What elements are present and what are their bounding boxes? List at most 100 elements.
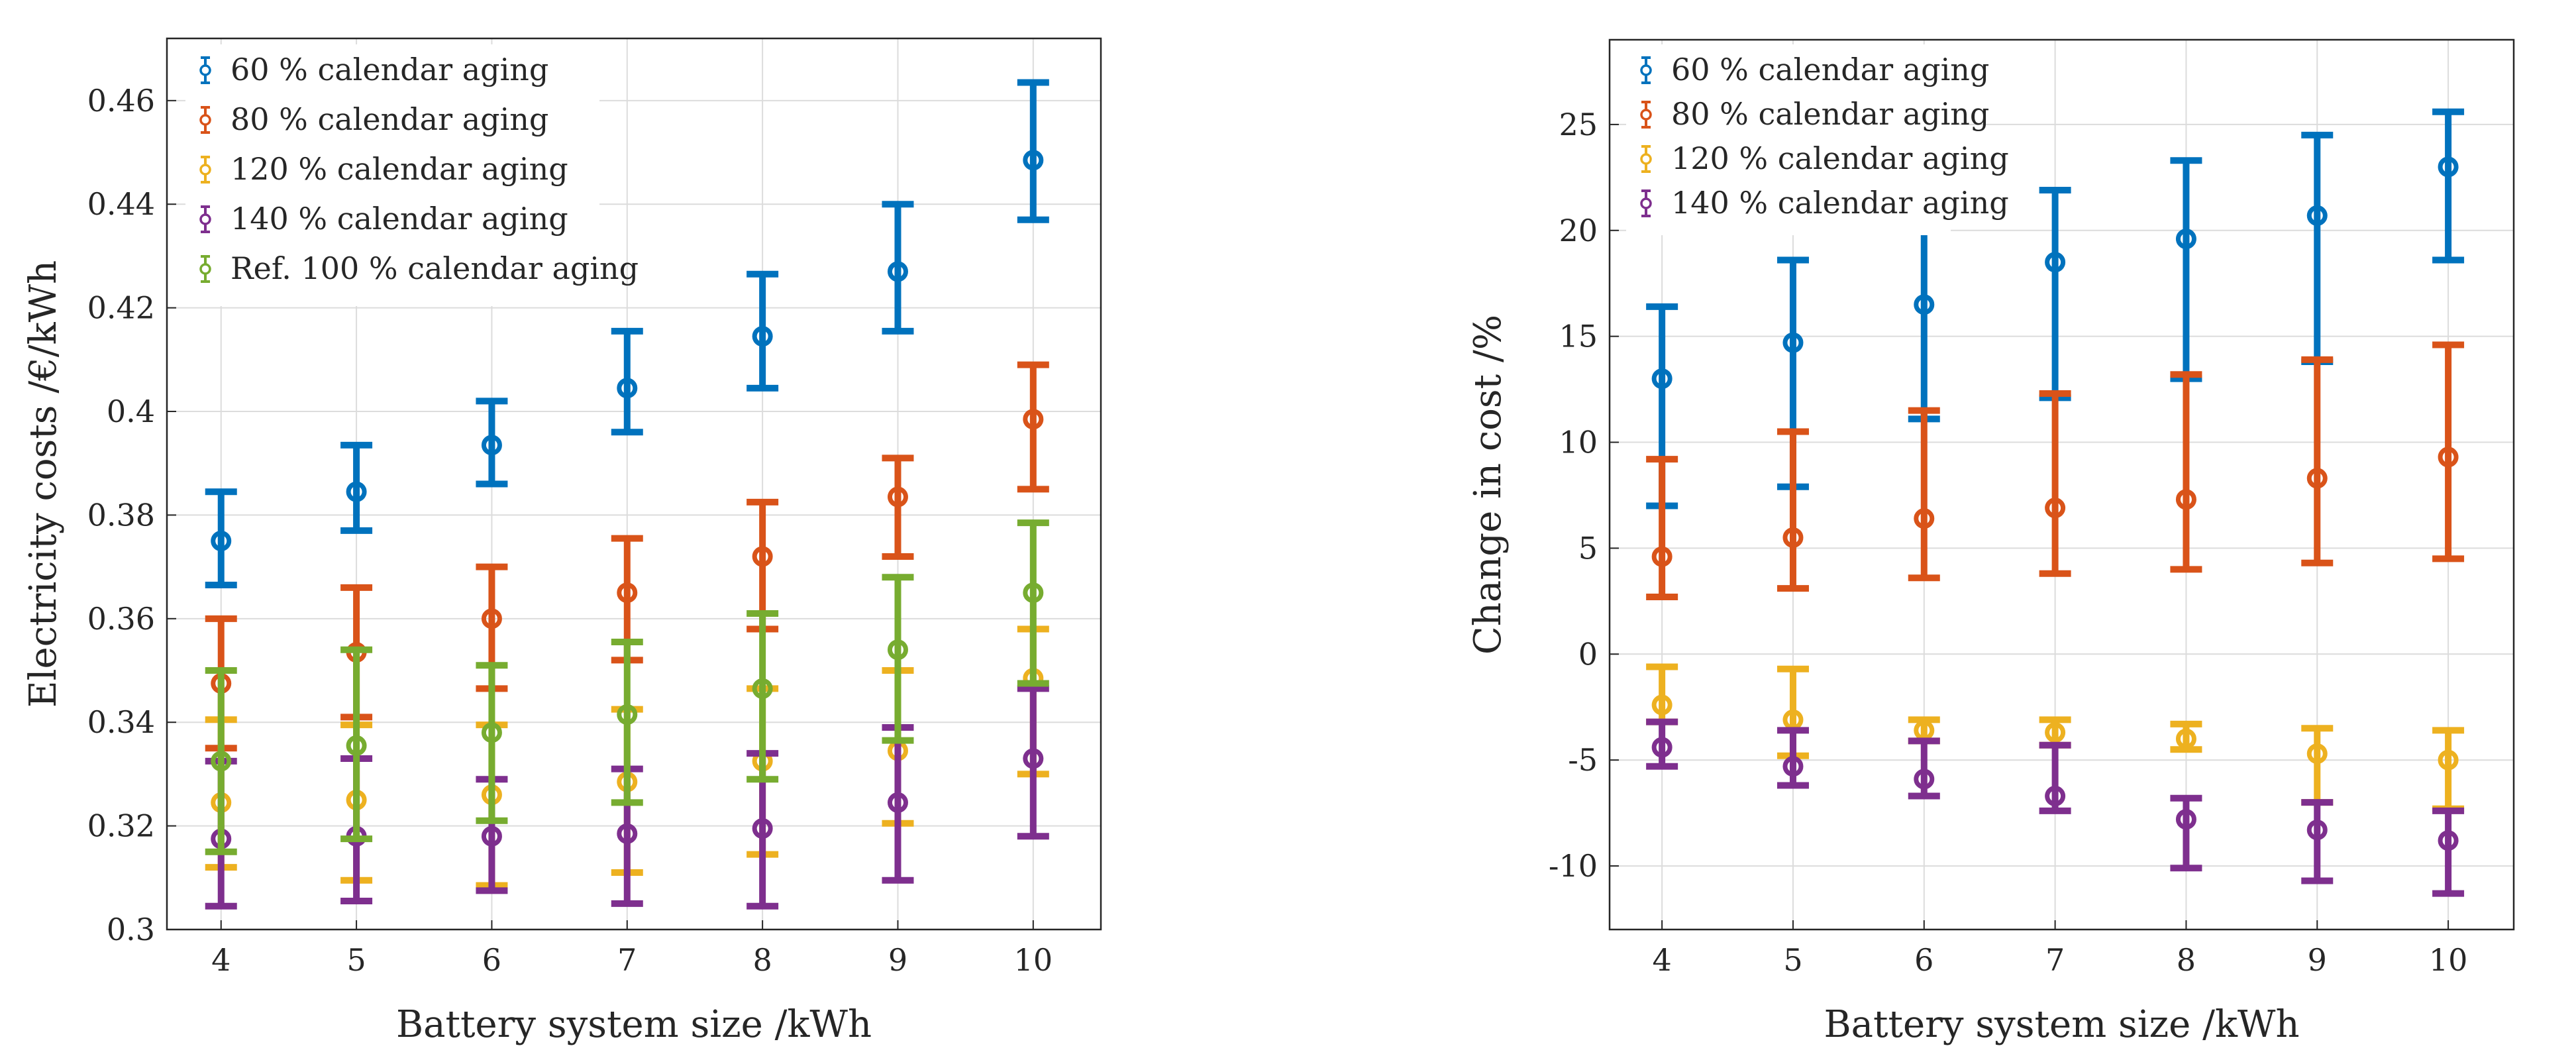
data-point (2306, 820, 2328, 841)
legend-label: 80 % calendar aging (231, 101, 548, 137)
data-point (481, 435, 502, 456)
legend-label: 140 % calendar aging (1671, 185, 2009, 221)
data-point (2438, 830, 2459, 851)
y-tick-label: 10 (1559, 425, 1598, 460)
data-point (1914, 769, 1935, 790)
chart-1: 4 5 6 7 8 9 10 0.3 0.32 0.34 0.36 0.38 0.4 0.42 0.44 0.… (22, 37, 1102, 1046)
data-point (887, 261, 908, 282)
legend-label: 140 % calendar aging (231, 201, 568, 237)
y-tick-label: 0.44 (87, 186, 155, 222)
legend-swatch-marker (199, 213, 211, 225)
axes-box (166, 37, 1102, 931)
data-point (617, 582, 638, 604)
x-tick-label: 4 (211, 942, 231, 978)
legend-label: 120 % calendar aging (1671, 140, 2009, 176)
legend-swatch-marker (199, 64, 211, 76)
x-tick-label: 6 (482, 942, 501, 978)
x-tick-label: 6 (1914, 942, 1933, 978)
data-point (481, 825, 502, 847)
data-point (481, 722, 502, 743)
legend-swatch-marker (1640, 197, 1652, 209)
data-point (1914, 508, 1935, 529)
x-tick-label: 10 (2429, 942, 2468, 978)
chart-2: 4 5 6 7 8 9 10 -10 -5 0 5 10 15 20 25 Battery system si… (1467, 38, 2515, 1046)
data-point (2306, 205, 2328, 226)
legend-swatch-marker (199, 114, 211, 126)
x-tick-label: 5 (1783, 942, 1802, 978)
x-tick-label: 10 (1014, 942, 1053, 978)
data-point (617, 704, 638, 725)
data-point (1651, 694, 1673, 716)
data-point (2438, 447, 2459, 468)
data-point (2045, 722, 2066, 743)
x-axis-label: Battery system size /kWh (1824, 1003, 2299, 1046)
legend-label: 60 % calendar aging (231, 52, 548, 87)
legend: 60 % calendar aging 80 % calendar aging 12… (185, 44, 639, 306)
y-tick-label: 0.36 (87, 601, 155, 637)
data-point (752, 326, 773, 347)
data-point (1651, 546, 1673, 567)
data-point (2438, 749, 2459, 771)
legend-swatch-marker (1640, 153, 1652, 165)
data-point (1023, 150, 1044, 171)
data-point (2175, 489, 2196, 510)
data-point (1651, 368, 1673, 390)
data-point (617, 378, 638, 399)
data-point (887, 639, 908, 661)
data-point (211, 751, 232, 772)
data-point (1782, 332, 1804, 353)
legend-background (185, 44, 599, 306)
data-point (1914, 294, 1935, 315)
x-tick-label: 8 (2177, 942, 2196, 978)
y-tick-label: 20 (1559, 213, 1598, 248)
x-tick-label: 9 (2308, 942, 2327, 978)
data-point (2175, 809, 2196, 830)
y-tick-label: 25 (1559, 107, 1598, 142)
legend-swatch-marker (199, 164, 211, 176)
data-point (2438, 156, 2459, 178)
series-2 (1646, 341, 2465, 600)
data-point (887, 486, 908, 507)
data-point (1782, 756, 1804, 777)
y-tick-label: 0.46 (87, 83, 155, 119)
legend: 60 % calendar aging 80 % calendar aging 12… (1626, 44, 2009, 235)
x-tick-label: 9 (888, 942, 907, 978)
data-point (752, 818, 773, 839)
data-point (1023, 409, 1044, 430)
legend-background (1626, 44, 1951, 235)
y-tick-label: 0.42 (87, 290, 155, 326)
y-tick-label: 15 (1559, 319, 1598, 354)
y-tick-label: -5 (1568, 742, 1598, 778)
data-point (481, 608, 502, 629)
legend-swatch-marker (1640, 109, 1652, 121)
data-point (2306, 743, 2328, 765)
y-tick-label: 0 (1578, 636, 1598, 672)
data-point (2045, 786, 2066, 807)
data-point (2175, 728, 2196, 749)
legend-label: Ref. 100 % calendar aging (231, 250, 639, 286)
legend-swatch-marker (199, 263, 211, 275)
series-5 (205, 519, 1049, 855)
x-tick-label: 7 (2045, 942, 2065, 978)
data-point (2045, 498, 2066, 519)
legend-label: 120 % calendar aging (231, 151, 568, 187)
data-point (346, 735, 367, 756)
legend-label: 60 % calendar aging (1671, 52, 1989, 87)
data-point (1023, 582, 1044, 604)
x-tick-label: 4 (1652, 942, 1671, 978)
y-tick-label: 0.3 (107, 912, 155, 947)
data-point (211, 531, 232, 552)
series-1 (205, 79, 1049, 588)
y-tick-label: -10 (1549, 848, 1598, 884)
y-tick-label: 0.34 (87, 704, 155, 740)
data-point (2175, 229, 2196, 250)
legend-label: 80 % calendar aging (1671, 96, 1989, 132)
data-point (752, 678, 773, 699)
data-point (2045, 252, 2066, 273)
data-point (887, 792, 908, 813)
legend-swatch-marker (1640, 64, 1652, 76)
series-4 (1646, 718, 2465, 897)
data-point (1023, 748, 1044, 769)
x-tick-label: 8 (752, 942, 772, 978)
